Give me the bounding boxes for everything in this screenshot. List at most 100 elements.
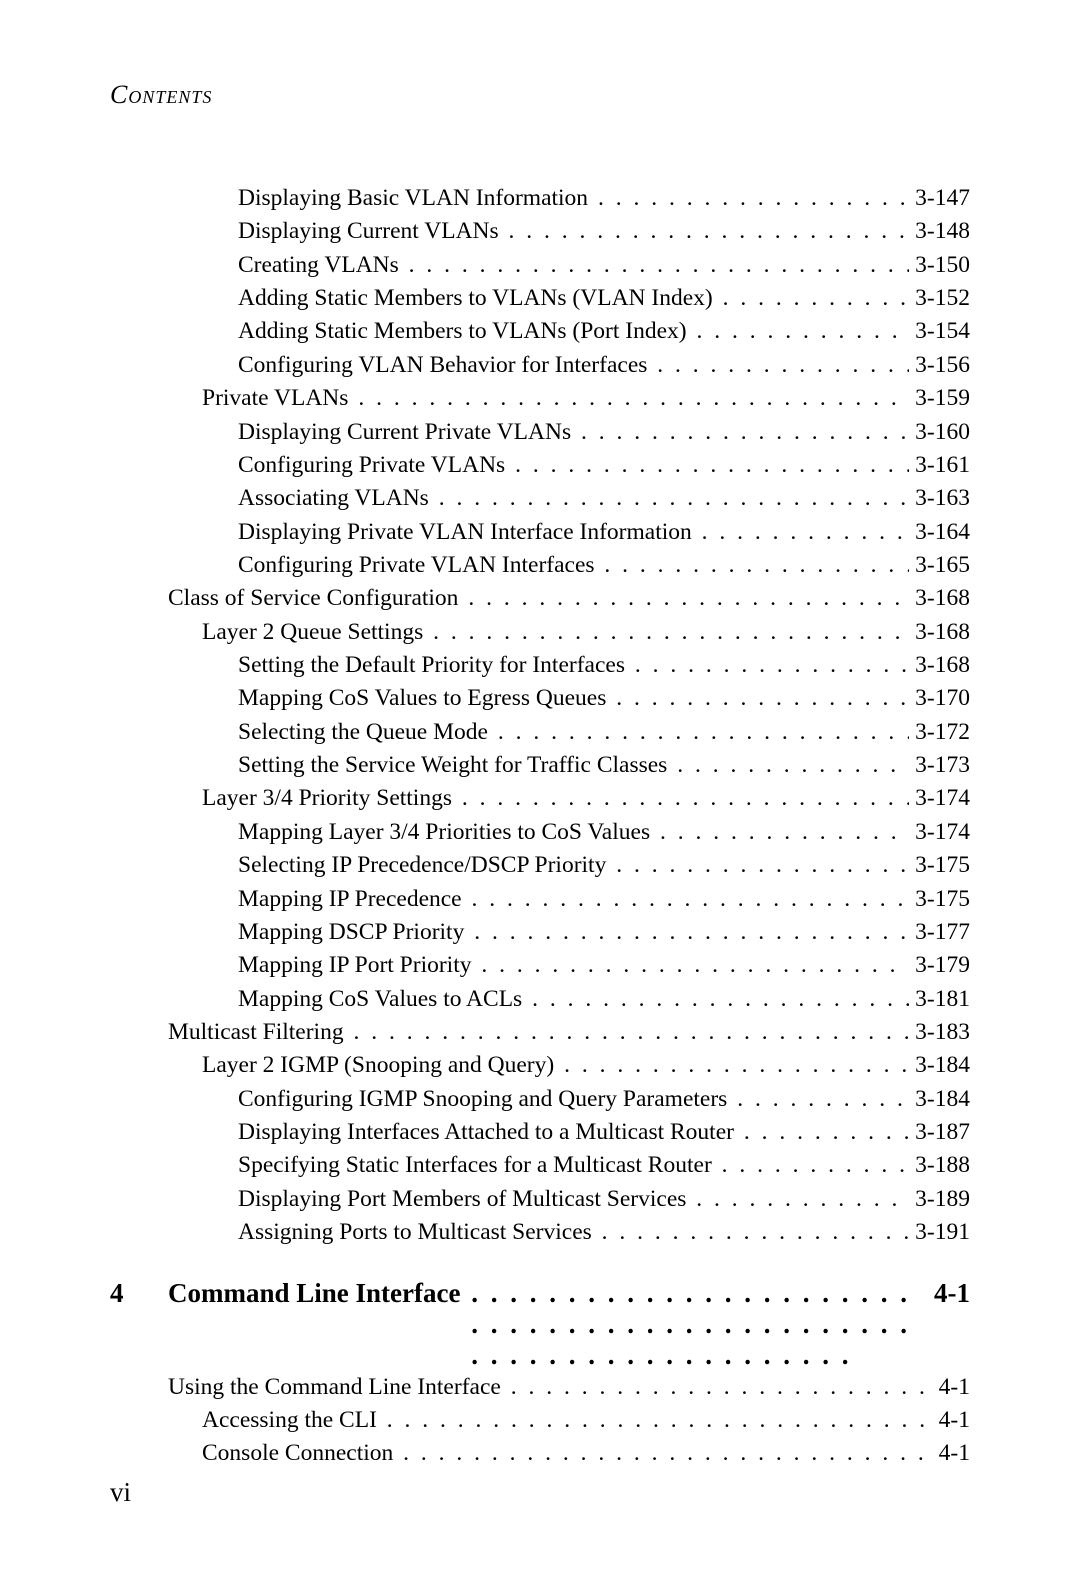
toc-entry-label: Associating VLANs	[238, 482, 435, 515]
toc-entry: Mapping IP Port Priority . . . . . . . .…	[110, 949, 970, 982]
chapter-number: 4	[110, 1278, 168, 1309]
toc-entry-page: 3-152	[909, 282, 970, 315]
toc-leader-dots: . . . . . . . . . . . . . . . . . . . . …	[719, 282, 910, 315]
toc-entry: Displaying Private VLAN Interface Inform…	[110, 516, 970, 549]
toc-entry-label: Configuring IGMP Snooping and Query Para…	[238, 1083, 733, 1116]
toc-leader-dots: . . . . . . . . . . . . . . . . . . . . …	[673, 749, 909, 782]
toc-leader-dots: . . . . . . . . . . . . . . . . . . . . …	[653, 349, 909, 382]
toc-entry: Displaying Current Private VLANs . . . .…	[110, 416, 970, 449]
toc-entry-label: Multicast Filtering	[168, 1016, 349, 1049]
toc-leader-dots: . . . . . . . . . . . . . . . . . . . . …	[470, 916, 909, 949]
toc-container: Displaying Basic VLAN Information . . . …	[110, 182, 970, 1471]
toc-entry-page: 3-174	[909, 816, 970, 849]
toc-entry-page: 3-172	[909, 716, 970, 749]
toc-entry-label: Layer 3/4 Priority Settings	[202, 782, 458, 815]
toc-entry-page: 3-175	[909, 849, 970, 882]
toc-leader-dots: . . . . . . . . . . . . . . . . . . . . …	[718, 1149, 910, 1182]
toc-entry: Selecting IP Precedence/DSCP Priority . …	[110, 849, 970, 882]
toc-entry-page: 3-189	[909, 1183, 970, 1216]
chapter-heading: 4Command Line Interface . . . . . . . . …	[110, 1278, 970, 1371]
toc-entry-label: Displaying Interfaces Attached to a Mult…	[238, 1116, 740, 1149]
toc-leader-dots: . . . . . . . . . . . . . . . . . . . . …	[477, 949, 909, 982]
toc-entry-label: Adding Static Members to VLANs (VLAN Ind…	[238, 282, 719, 315]
toc-entry-page: 3-179	[909, 949, 970, 982]
toc-leader-dots: . . . . . . . . . . . . . . . . . . . . …	[631, 649, 909, 682]
toc-entry: Configuring Private VLAN Interfaces . . …	[110, 549, 970, 582]
toc-entry: Accessing the CLI . . . . . . . . . . . …	[110, 1404, 970, 1437]
toc-entry: Configuring Private VLANs . . . . . . . …	[110, 449, 970, 482]
toc-entry: Selecting the Queue Mode . . . . . . . .…	[110, 716, 970, 749]
toc-entry-page: 3-165	[909, 549, 970, 582]
toc-entry-label: Displaying Port Members of Multicast Ser…	[238, 1183, 692, 1216]
toc-leader-dots: . . . . . . . . . . . . . . . . . . . . …	[600, 549, 909, 582]
toc-leader-dots: . . . . . . . . . . . . . . . . . . . . …	[528, 983, 909, 1016]
toc-leader-dots: . . . . . . . . . . . . . . . . . . . . …	[458, 782, 909, 815]
toc-leader-dots: . . . . . . . . . . . . . . . . . . . . …	[598, 1216, 910, 1249]
toc-entry-label: Configuring VLAN Behavior for Interfaces	[238, 349, 653, 382]
toc-entry: Setting the Service Weight for Traffic C…	[110, 749, 970, 782]
toc-entry-page: 3-184	[909, 1049, 970, 1082]
toc-entry-label: Displaying Basic VLAN Information	[238, 182, 594, 215]
toc-entry-page: 3-181	[909, 983, 970, 1016]
toc-entry-page: 3-147	[909, 182, 970, 215]
toc-entry-label: Displaying Private VLAN Interface Inform…	[238, 516, 698, 549]
toc-entry-label: Setting the Default Priority for Interfa…	[238, 649, 631, 682]
toc-entry-label: Accessing the CLI	[202, 1404, 383, 1437]
toc-entry-label: Private VLANs	[202, 382, 354, 415]
toc-entry-label: Mapping CoS Values to ACLs	[238, 983, 528, 1016]
toc-entry-page: 3-164	[909, 516, 970, 549]
toc-leader-dots: . . . . . . . . . . . . . . . . . . . . …	[560, 1049, 909, 1082]
toc-leader-dots: . . . . . . . . . . . . . . . . . . . . …	[405, 249, 910, 282]
toc-entry-label: Selecting the Queue Mode	[238, 716, 494, 749]
toc-entry-page: 3-163	[909, 482, 970, 515]
toc-entry: Mapping CoS Values to Egress Queues . . …	[110, 682, 970, 715]
toc-entry-label: Layer 2 Queue Settings	[202, 616, 429, 649]
toc-entry-page: 4-1	[933, 1404, 970, 1437]
toc-leader-dots: . . . . . . . . . . . . . . . . . . . . …	[656, 816, 909, 849]
toc-leader-dots: . . . . . . . . . . . . . . . . . . . . …	[698, 516, 910, 549]
toc-leader-dots: . . . . . . . . . . . . . . . . . . . . …	[494, 716, 909, 749]
page-header: Contents	[110, 80, 970, 110]
toc-entry-label: Mapping DSCP Priority	[238, 916, 470, 949]
toc-leader-dots: . . . . . . . . . . . . . . . . . . . . …	[692, 1183, 909, 1216]
toc-entry-page: 3-183	[909, 1016, 970, 1049]
toc-entry: Mapping DSCP Priority . . . . . . . . . …	[110, 916, 970, 949]
page-number: vi	[110, 1477, 131, 1508]
toc-leader-dots: . . . . . . . . . . . . . . . . . . . . …	[507, 1371, 933, 1404]
toc-entry: Associating VLANs . . . . . . . . . . . …	[110, 482, 970, 515]
toc-entry-label: Configuring Private VLAN Interfaces	[238, 549, 600, 582]
toc-entry-page: 3-175	[909, 883, 970, 916]
toc-entry-page: 3-168	[909, 616, 970, 649]
toc-entry-label: Selecting IP Precedence/DSCP Priority	[238, 849, 612, 882]
toc-leader-dots: . . . . . . . . . . . . . . . . . . . . …	[733, 1083, 909, 1116]
toc-entry-page: 3-170	[909, 682, 970, 715]
toc-leader-dots: . . . . . . . . . . . . . . . . . . . . …	[349, 1016, 909, 1049]
toc-leader-dots: . . . . . . . . . . . . . . . . . . . . …	[467, 1278, 927, 1371]
toc-entry-page: 3-161	[909, 449, 970, 482]
toc-entry-page: 3-174	[909, 782, 970, 815]
toc-entry: Creating VLANs . . . . . . . . . . . . .…	[110, 249, 970, 282]
toc-entry: Multicast Filtering . . . . . . . . . . …	[110, 1016, 970, 1049]
toc-entry-label: Mapping IP Precedence	[238, 883, 467, 916]
toc-entry-label: Setting the Service Weight for Traffic C…	[238, 749, 673, 782]
toc-entry-page: 3-156	[909, 349, 970, 382]
toc-entry-page: 4-1	[933, 1371, 970, 1404]
toc-entry: Specifying Static Interfaces for a Multi…	[110, 1149, 970, 1182]
toc-leader-dots: . . . . . . . . . . . . . . . . . . . . …	[594, 182, 909, 215]
toc-entry: Displaying Basic VLAN Information . . . …	[110, 182, 970, 215]
toc-entry-page: 3-191	[909, 1216, 970, 1249]
toc-entry-label: Specifying Static Interfaces for a Multi…	[238, 1149, 718, 1182]
toc-entry-page: 4-1	[933, 1437, 970, 1470]
toc-entry-label: Assigning Ports to Multicast Services	[238, 1216, 598, 1249]
toc-entry: Configuring IGMP Snooping and Query Para…	[110, 1083, 970, 1116]
toc-entry-page: 3-148	[909, 215, 970, 248]
toc-leader-dots: . . . . . . . . . . . . . . . . . . . . …	[577, 416, 909, 449]
toc-entry-label: Console Connection	[202, 1437, 399, 1470]
toc-entry: Mapping Layer 3/4 Priorities to CoS Valu…	[110, 816, 970, 849]
toc-entry: Adding Static Members to VLANs (VLAN Ind…	[110, 282, 970, 315]
toc-entry-page: 3-154	[909, 315, 970, 348]
toc-leader-dots: . . . . . . . . . . . . . . . . . . . . …	[383, 1404, 933, 1437]
toc-entry-page: 3-168	[909, 649, 970, 682]
toc-leader-dots: . . . . . . . . . . . . . . . . . . . . …	[464, 582, 909, 615]
toc-entry-page: 3-177	[909, 916, 970, 949]
